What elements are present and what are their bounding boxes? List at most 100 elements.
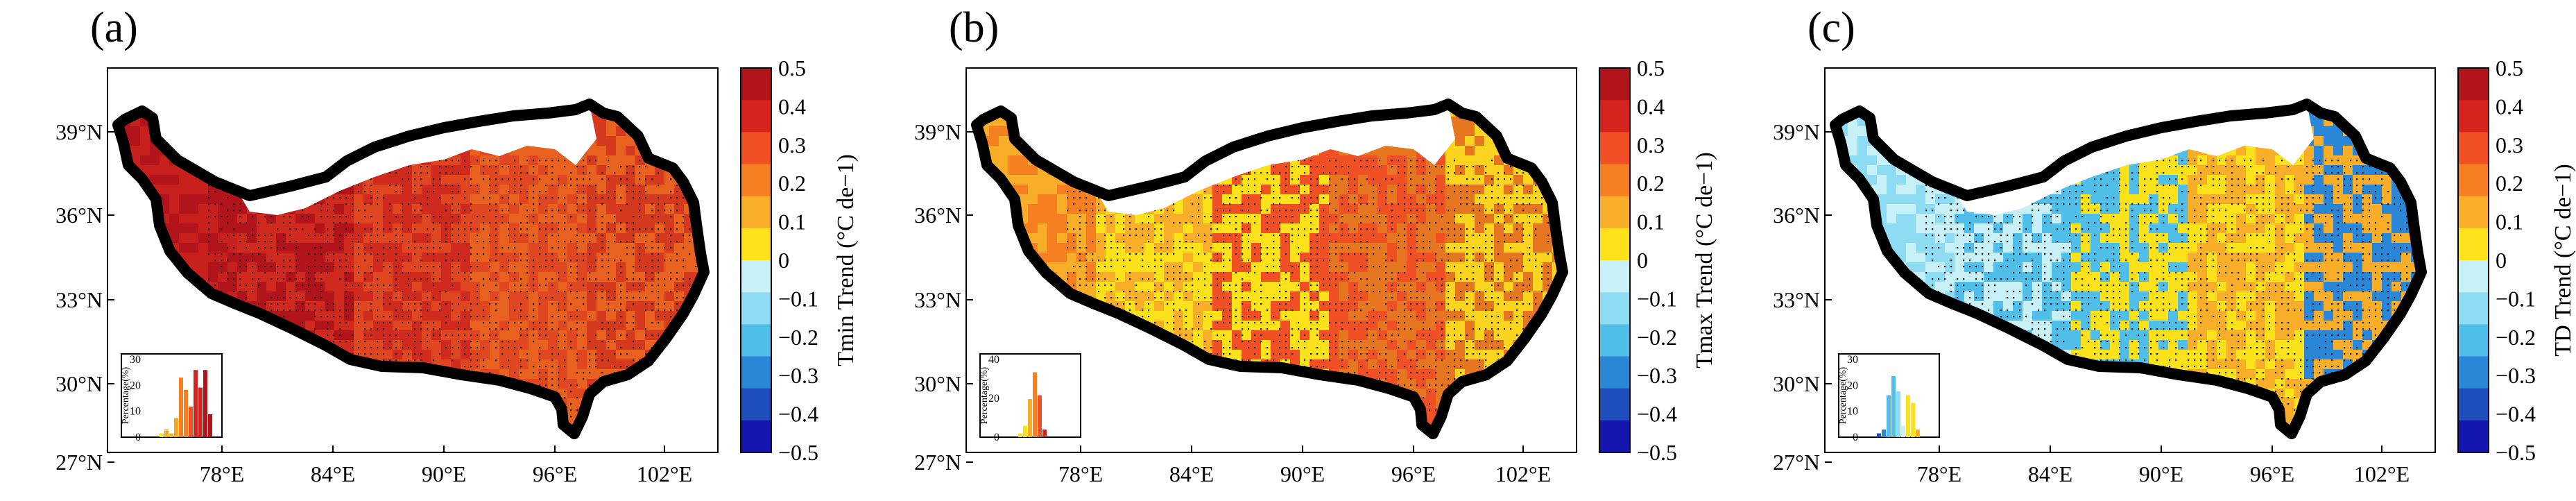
colorbar-tick-label: 0.4 [778,94,806,119]
colorbar-segment [2458,292,2489,325]
colorbar-segment [2458,228,2489,261]
colorbar-segment [2458,388,2489,421]
inset-bar [1882,430,1886,437]
colorbar-segment [2458,100,2489,133]
inset-bar [194,370,198,437]
inset-ylabel: Percentage(%) [121,366,131,424]
lon-tick-label: 84°E [311,461,355,486]
lat-tick-label: 27°N [1773,450,1820,475]
inset-bar [189,407,193,437]
colorbar-tick-label: −0.1 [1637,286,1677,311]
inset-ytick: 20 [988,393,999,405]
panel-c-td-trend-map: (c) 78°E 84°E 90°E 96°E 102°E 39°N 36°N 33°N 30°N… [1773,4,2576,486]
panel-label: (c) [1808,4,1855,51]
inset-bar [174,418,178,437]
lon-tick-label: 84°E [2028,461,2072,486]
colorbar-segment [741,388,771,421]
colorbar-segment [741,324,771,357]
colorbar-segment [1599,228,1630,261]
inset-bar [164,430,169,437]
lon-tick-label: 90°E [1280,461,1325,486]
inset-bar [1911,402,1915,437]
plateau-outline [971,99,1568,439]
plateau-outline [112,99,710,439]
colorbar-segment [1599,420,1630,453]
plateau-outline [1830,99,2427,439]
colorbar-segment [1599,100,1630,133]
lon-tick-label: 102°E [2354,461,2410,486]
lon-tick-label: 84°E [1169,461,1214,486]
lat-tick-label: 39°N [55,119,103,144]
lon-tick-label: 90°E [2139,461,2183,486]
colorbar-tick-label: −0.5 [778,440,818,465]
colorbar-tick-label: 0.1 [778,210,806,235]
colorbar-segment [2458,164,2489,197]
lon-tick-label: 96°E [533,461,577,486]
inset-bar [1916,430,1920,437]
lat-tick-label: 33°N [1773,287,1820,312]
inset-ylabel: Percentage(%) [979,366,990,424]
colorbar-segment [741,260,771,293]
colorbar-segment [741,228,771,261]
lat-tick-label: 33°N [914,287,961,312]
lon-tick-label: 96°E [2250,461,2294,486]
colorbar-tick-label: −0.5 [2496,440,2536,465]
colorbar-segment [1599,196,1630,229]
colorbar-segment [2458,132,2489,164]
panel-label: (b) [949,4,999,51]
inset-bar [169,433,173,437]
colorbar-segment [741,420,771,453]
colorbar-segment [741,68,771,101]
colorbar-tick-label: 0.1 [2496,210,2523,235]
colorbar-tick-label: −0.1 [778,286,818,311]
colorbar-tick-label: 0.2 [2496,171,2523,196]
lat-tick-label: 33°N [55,287,103,312]
lat-tick-label: 36°N [914,203,961,228]
colorbar-segment [1599,132,1630,164]
colorbar-tick-label: 0.2 [778,171,806,196]
inset-bar [1906,395,1910,437]
inset-bar [1033,372,1037,437]
lat-tick-label: 30°N [1773,371,1820,396]
inset-bar [1901,425,1905,437]
no-data-region [1946,104,2314,215]
inset-bar [1018,433,1022,437]
inset-bar [1896,391,1900,437]
inset-ytick: 0 [994,432,999,443]
colorbar-tick-label: −0.4 [2496,402,2536,427]
lat-tick-label: 36°N [1773,203,1820,228]
inset-ylabel: Percentage(%) [1838,366,1848,424]
colorbar-segment [1599,356,1630,389]
colorbar-tick-label: 0.1 [1637,210,1665,235]
inset-ytick: 10 [1847,406,1858,418]
inset-ytick: 30 [130,354,141,366]
lat-tick-label: 30°N [55,371,103,396]
inset-ytick: 10 [130,406,141,418]
colorbar-segment [1599,324,1630,357]
colorbar-tick-label: 0 [1637,248,1648,273]
inset-bar [1887,395,1891,437]
inset-bar [203,370,207,437]
inset-ytick: 0 [135,432,141,443]
inset-bar [1023,425,1027,437]
colorbar-tick-label: 0 [778,248,789,273]
colorbar-frame [2457,67,2489,453]
colorbar-tick-label: 0.3 [778,133,806,158]
colorbar-tick-label: 0.3 [1637,133,1665,158]
lat-tick-label: 36°N [55,203,103,228]
colorbar-tick-label: −0.3 [778,363,818,388]
colorbar-segment [1599,260,1630,293]
lon-tick-label: 78°E [1058,461,1103,486]
colorbar-tick-label: 0.4 [2496,94,2523,119]
colorbar-title: Tmin Trend (°C de−1) [833,154,859,366]
colorbar-tick-label: 0.5 [1637,56,1665,80]
inset-ytick: 0 [1853,432,1858,443]
colorbar-frame [1599,67,1631,453]
colorbar-tick-label: 0 [2496,248,2507,273]
colorbar-segment [741,100,771,133]
colorbar-title: TD Trend (°C de−1) [2550,164,2576,356]
colorbar-segment [2458,324,2489,357]
colorbar-segment [2458,420,2489,453]
colorbar-tick-label: 0.3 [2496,133,2523,158]
panel-label: (a) [90,4,138,51]
